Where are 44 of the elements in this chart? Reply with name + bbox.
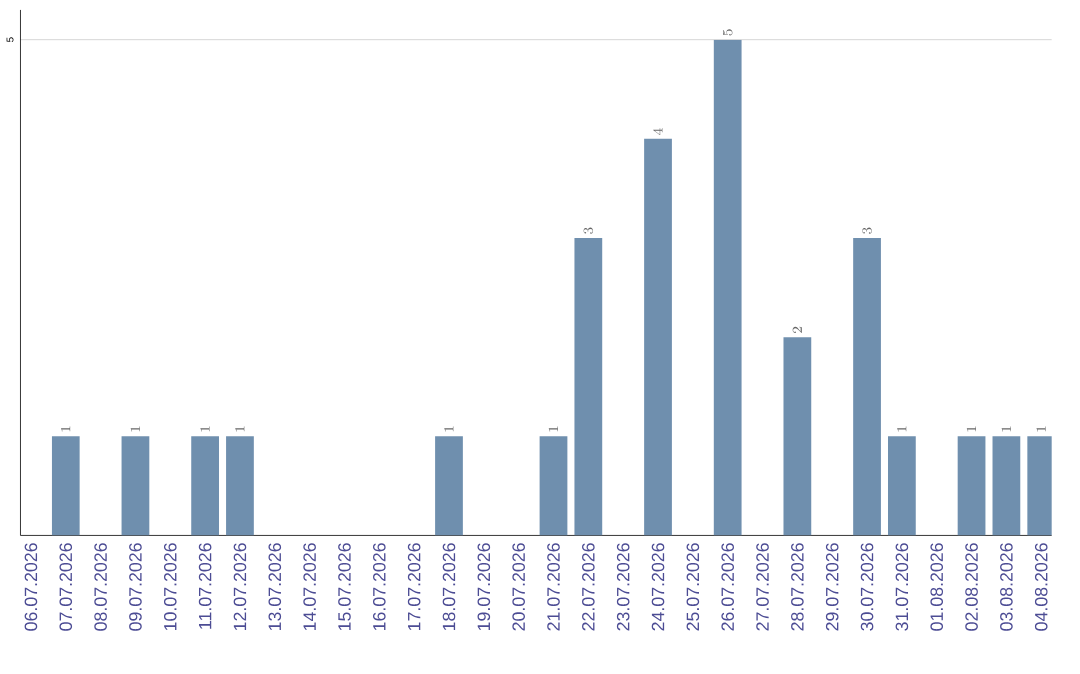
bar	[191, 436, 219, 536]
x-tick-label: 10.07.2026	[163, 543, 177, 630]
x-tick-label: 04.08.2026	[1034, 543, 1048, 631]
x-tick-label: 12.07.2026	[233, 543, 247, 630]
x-tick-label: 07.07.2026	[59, 543, 73, 631]
x-tick-label: 15.07.2026	[338, 543, 351, 630]
x-tick-label: 03.08.2026	[1000, 543, 1013, 631]
x-tick-label: 18.07.2026	[442, 543, 456, 630]
bar	[435, 436, 463, 536]
x-tick-label: 25.07.2026	[686, 543, 700, 631]
bar	[992, 436, 1021, 536]
x-tick-label: 26.07.2026	[721, 543, 734, 631]
x-tick-label: 02.08.2026	[965, 543, 978, 631]
x-tick-label: 01.08.2026	[930, 543, 944, 631]
x-tick-label: 09.07.2026	[129, 543, 142, 631]
x-tick-label: 11.07.2026	[198, 543, 212, 629]
bar	[574, 237, 603, 536]
x-tick-label: 06.07.2026	[24, 543, 38, 631]
x-tick-label: 13.07.2026	[268, 543, 282, 630]
x-tick-label: 24.07.2026	[651, 543, 665, 631]
bar	[644, 138, 672, 536]
bar	[51, 436, 80, 536]
bar	[888, 436, 916, 536]
bar	[853, 237, 881, 536]
x-tick-label: 16.07.2026	[373, 543, 386, 630]
x-tick-label: 31.07.2026	[895, 543, 909, 631]
bar	[713, 39, 742, 536]
bar	[226, 436, 254, 536]
x-tick-label: 21.07.2026	[547, 543, 560, 631]
x-tick-label: 28.07.2026	[791, 543, 804, 631]
x-tick-label: 20.07.2026	[512, 543, 525, 631]
x-tick-label: 23.07.2026	[616, 543, 630, 631]
x-tick-label: 27.07.2026	[756, 543, 769, 631]
x-tick-label: 22.07.2026	[582, 543, 595, 631]
x-tick-label: 19.07.2026	[477, 543, 491, 630]
bar	[783, 337, 812, 536]
x-tick-label: 08.07.2026	[94, 543, 107, 631]
x-tick-label: 30.07.2026	[860, 543, 874, 631]
x-tick-label: 17.07.2026	[407, 543, 421, 630]
bar	[121, 436, 150, 536]
x-tick-label: 14.07.2026	[303, 543, 316, 630]
bar	[957, 436, 986, 536]
x-tick-label: 29.07.2026	[825, 543, 839, 631]
bar	[539, 436, 568, 536]
